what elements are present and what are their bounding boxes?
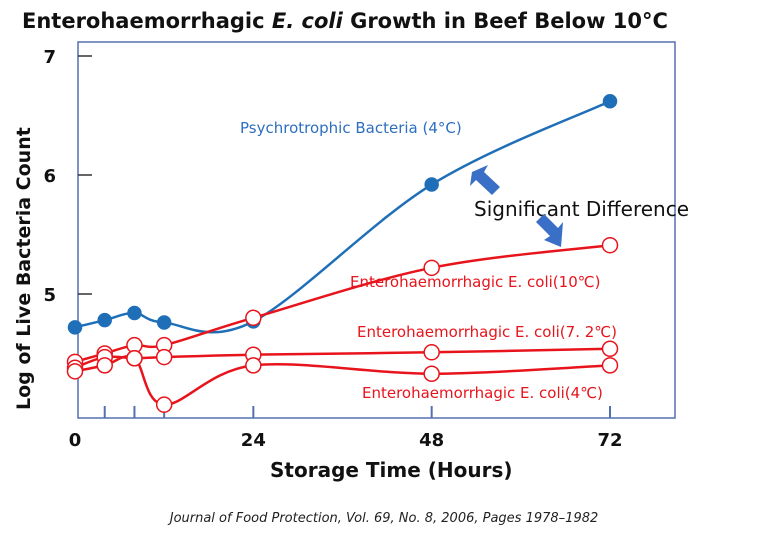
x-tick-label: 24 — [241, 430, 266, 451]
source-citation: Journal of Food Protection, Vol. 69, No.… — [167, 511, 599, 526]
series-label-ecoli-10: Enterohaemorrhagic E. coli(10℃) — [350, 273, 600, 291]
data-point — [423, 344, 440, 361]
data-point — [155, 396, 173, 413]
data-point — [127, 305, 142, 321]
series-label-psychrotrophic: Psychrotrophic Bacteria (4°C) — [240, 119, 462, 137]
y-tick-label: 6 — [43, 166, 56, 187]
series-label-ecoli-4: Enterohaemorrhagic E. coli(4℃) — [362, 384, 603, 402]
plot-frame — [77, 41, 676, 419]
data-point — [126, 350, 143, 367]
data-point — [424, 177, 439, 192]
data-point — [601, 357, 619, 374]
x-tick-label: 0 — [69, 430, 82, 451]
data-point — [601, 340, 619, 357]
x-axis-label: Storage Time (Hours) — [270, 458, 513, 482]
data-point — [155, 348, 173, 366]
data-point — [601, 236, 619, 254]
data-point — [97, 312, 112, 328]
series-line-0 — [74, 100, 611, 334]
data-point — [67, 320, 83, 335]
x-tick-label: 48 — [419, 430, 444, 451]
arrow-up-icon — [470, 165, 500, 195]
chart-title: Enterohaemorrhagic E. coli Growth in Bee… — [22, 9, 668, 33]
arrow-down-icon — [536, 214, 563, 247]
x-tick-label: 72 — [597, 430, 622, 451]
series-line-1 — [74, 243, 611, 364]
data-point — [423, 259, 440, 277]
y-tick-label: 5 — [43, 285, 56, 306]
data-point — [245, 309, 262, 327]
series-label-ecoli-7-2: Enterohaemorrhagic E. coli(7. 2℃) — [357, 323, 617, 341]
data-point — [156, 315, 172, 330]
data-point — [602, 93, 618, 109]
data-point — [245, 357, 262, 374]
data-point — [423, 365, 440, 382]
data-point — [66, 363, 84, 380]
y-tick-label: 7 — [43, 47, 56, 68]
data-point — [96, 357, 113, 374]
annotation-significant-difference: Significant Difference — [474, 197, 689, 221]
y-axis-label: Log of Live Bacteria Count — [13, 127, 35, 410]
series-line-2 — [74, 347, 611, 369]
